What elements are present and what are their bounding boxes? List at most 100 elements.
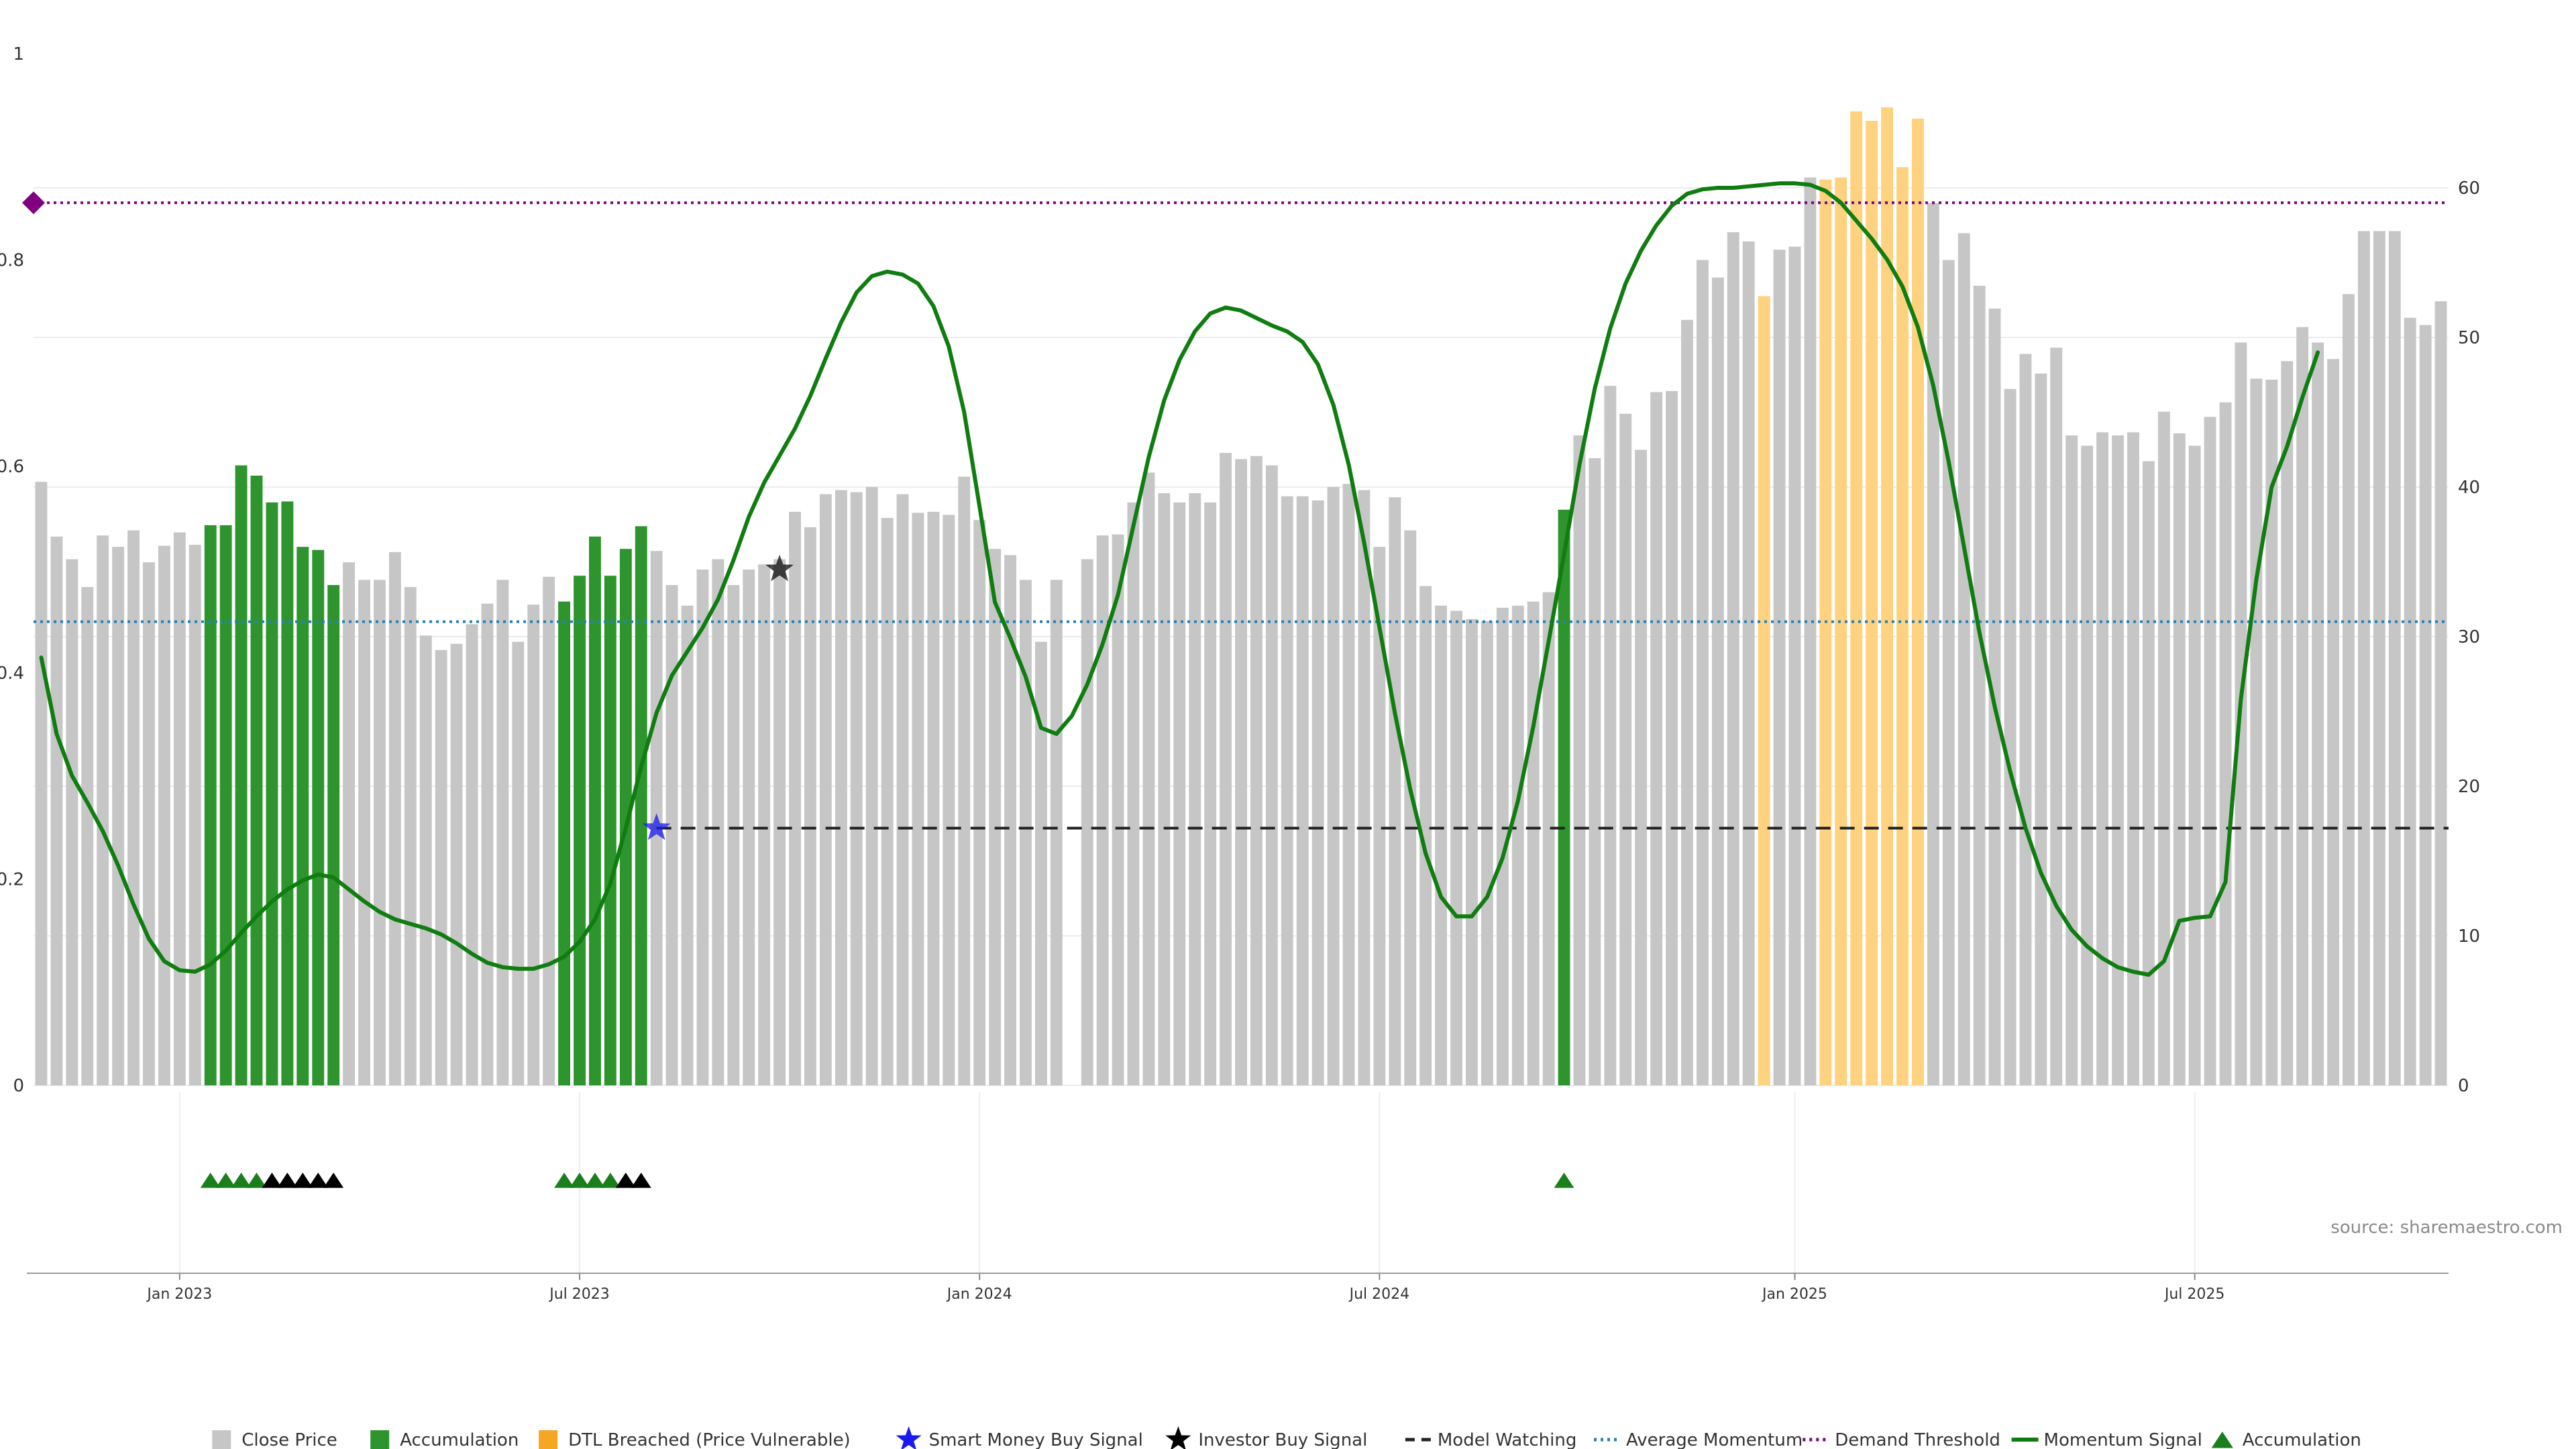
accumulation-bar (589, 536, 601, 1085)
smart-money-buy-star (642, 813, 671, 841)
close-price-bar (158, 545, 170, 1085)
left-tick-label: 0 (13, 1076, 24, 1096)
left-tick-label: 0.2 (0, 869, 24, 890)
close-price-bar (2296, 327, 2309, 1086)
close-price-bar (466, 624, 478, 1085)
close-price-bar (1112, 534, 1124, 1085)
close-price-bar (2404, 317, 2416, 1086)
accumulation-marker (1554, 1173, 1574, 1188)
close-price-bar (2327, 359, 2339, 1086)
close-price-bar (2142, 461, 2155, 1085)
close-price-bar (2157, 411, 2170, 1085)
close-price-bar (927, 511, 940, 1085)
accumulation-marker (615, 1173, 636, 1188)
close-price-bar (112, 547, 125, 1085)
close-price-bar (1527, 601, 1540, 1085)
legend-label-mom: Momentum Signal (2044, 1430, 2202, 1449)
close-price-bar (1142, 472, 1155, 1085)
right-tick-label: 0 (2458, 1076, 2469, 1096)
close-price-bar (358, 580, 370, 1085)
accumulation-marker (262, 1173, 282, 1188)
close-price-bar (773, 559, 786, 1085)
dtl-breached-bar (1896, 167, 1909, 1086)
close-price-bar (543, 576, 555, 1085)
close-price-bar (1942, 260, 1955, 1086)
close-price-bar (2035, 373, 2047, 1085)
date-tick-label: Jan 2024 (946, 1286, 1012, 1303)
close-price-bar (1358, 490, 1371, 1085)
close-price-bar (1265, 465, 1278, 1085)
price-bars (35, 107, 2447, 1086)
close-price-bar (2204, 417, 2216, 1085)
close-price-bar (1681, 319, 1693, 1085)
close-price-bar (2173, 433, 2186, 1085)
close-price-bar (1404, 530, 1417, 1085)
close-price-bar (1158, 493, 1171, 1085)
close-price-bar (1711, 277, 1724, 1086)
close-price-bar (1373, 547, 1386, 1085)
accumulation-marker (246, 1173, 267, 1188)
close-price-bar (1635, 449, 1648, 1085)
close-price-bar (2265, 380, 2278, 1085)
legend-label-accmark: Accumulation (2243, 1430, 2361, 1449)
legend-label-dtl: DTL Breached (Price Vulnerable) (568, 1430, 851, 1449)
legend-label-demand: Demand Threshold (1835, 1430, 2000, 1449)
close-price-bar (388, 551, 401, 1085)
close-price-bar (758, 564, 771, 1085)
close-price-bar (1742, 241, 1755, 1085)
date-tick-label: Jan 2023 (146, 1286, 212, 1303)
close-price-bar (1311, 500, 1324, 1085)
close-price-bar (973, 520, 986, 1085)
close-price-bar (2019, 354, 2032, 1085)
momentum-signal-line (39, 181, 2320, 977)
dtl-breached-bar (1850, 111, 1863, 1086)
close-price-bar (1727, 232, 1739, 1086)
close-price-bar (696, 570, 709, 1085)
accumulation-marker (292, 1173, 313, 1188)
dtl-breached-bar (1835, 177, 1847, 1086)
close-price-bar (681, 605, 694, 1085)
date-tick-label: Jan 2025 (1761, 1286, 1827, 1303)
right-tick-label: 30 (2458, 627, 2480, 647)
signal-markers (642, 554, 794, 841)
close-price-bar (835, 490, 847, 1085)
close-price-bar (1496, 607, 1509, 1085)
accumulation-bar (204, 525, 217, 1085)
close-price-bar (1435, 605, 1447, 1085)
close-price-bar (1650, 392, 1663, 1085)
close-price-bar (374, 580, 386, 1085)
close-price-bar (1004, 555, 1016, 1085)
right-tick-label: 10 (2458, 926, 2480, 947)
accumulation-bar (281, 501, 294, 1085)
right-tick-label: 50 (2458, 328, 2480, 348)
close-price-bar (404, 587, 417, 1085)
legend-swatch-accmark (2211, 1432, 2233, 1448)
close-price-bar (2004, 388, 2017, 1085)
dtl-breached-bar (1819, 179, 1832, 1086)
close-price-bar (481, 603, 494, 1085)
close-price-bar (789, 511, 801, 1085)
close-price-bar (727, 585, 740, 1085)
close-price-bar (743, 570, 755, 1085)
accumulation-bar (250, 476, 263, 1085)
close-price-bar (2419, 325, 2432, 1085)
close-price-bar (419, 635, 432, 1085)
close-price-bar (850, 492, 863, 1085)
accumulation-marker (323, 1173, 344, 1188)
date-tick-label: Jul 2023 (548, 1286, 610, 1303)
close-price-bar (1020, 580, 1032, 1085)
legend: Close Price Accumulation DTL Breached (Pri… (212, 1426, 2361, 1449)
legend-label-smart: Smart Money Buy Signal (929, 1430, 1143, 1449)
close-price-bar (1327, 487, 1340, 1085)
accumulation-bar (297, 547, 309, 1085)
momentum-line-layer (39, 181, 2320, 977)
accumulation-marker (308, 1173, 329, 1188)
close-price-bar (2434, 301, 2447, 1086)
close-price-bar (2388, 231, 2401, 1085)
close-price-bar (1342, 484, 1355, 1085)
legend-label-investor: Investor Buy Signal (1198, 1430, 1367, 1449)
accumulation-marker (231, 1173, 252, 1188)
accumulation-marker (277, 1173, 298, 1188)
